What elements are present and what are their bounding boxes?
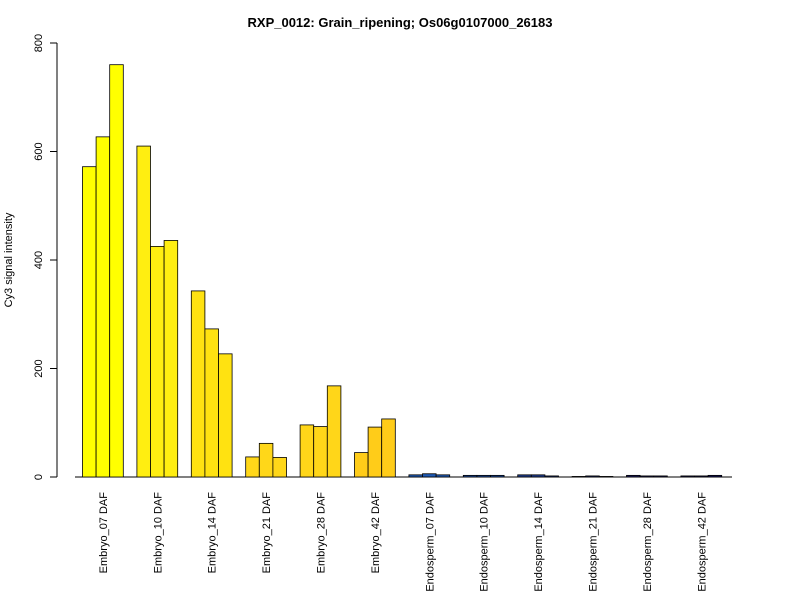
x-tick-label: Embryo_10 DAF <box>152 492 164 574</box>
bar <box>571 476 587 478</box>
bar <box>272 457 287 478</box>
x-tick-label: Embryo_14 DAF <box>207 492 219 574</box>
bar <box>136 145 151 478</box>
bar <box>422 473 437 478</box>
y-axis: 0 200 400 600 800 <box>33 34 58 480</box>
bar <box>680 475 695 478</box>
bars-group <box>82 64 723 478</box>
bar <box>544 475 559 478</box>
bar <box>517 474 532 478</box>
bar <box>694 475 709 478</box>
x-tick-label: Embryo_42 DAF <box>370 492 382 574</box>
bar <box>381 418 396 478</box>
bar <box>462 474 478 478</box>
category-labels: Embryo_07 DAF Embryo_10 DAF Embryo_14 DAF E… <box>98 492 708 592</box>
bar <box>258 442 274 478</box>
bar <box>150 246 165 478</box>
x-tick-label: Embryo_07 DAF <box>98 492 110 574</box>
y-tick-label: 600 <box>33 142 45 160</box>
x-tick-label: Endosperm_10 DAF <box>479 492 491 592</box>
bar <box>707 474 723 478</box>
bar <box>585 475 600 478</box>
bar <box>598 476 614 478</box>
x-tick-label: Endosperm_14 DAF <box>533 492 545 592</box>
chart-title: RXP_0012: Grain_ripening; Os06g0107000_2… <box>248 15 553 30</box>
bar <box>163 240 179 478</box>
bar <box>218 353 233 478</box>
y-tick-label: 200 <box>33 359 45 377</box>
x-tick-label: Embryo_28 DAF <box>316 492 328 574</box>
bar <box>626 474 641 478</box>
bar <box>245 456 260 478</box>
bar <box>639 475 655 478</box>
bar <box>367 426 383 478</box>
bar <box>95 136 111 478</box>
bar <box>530 474 546 478</box>
bar <box>299 424 315 478</box>
bar <box>326 385 342 478</box>
bar <box>476 474 491 478</box>
bar <box>490 474 505 478</box>
bar <box>109 64 124 478</box>
x-tick-label: Endosperm_21 DAF <box>588 492 600 592</box>
y-tick-label: 0 <box>33 474 45 480</box>
bar <box>435 474 451 478</box>
x-tick-label: Embryo_21 DAF <box>261 492 273 574</box>
x-tick-label: Endosperm_28 DAF <box>642 492 654 592</box>
bar <box>313 426 328 478</box>
x-tick-label: Endosperm_42 DAF <box>696 492 708 592</box>
x-tick-label: Endosperm_07 DAF <box>424 492 436 592</box>
bar <box>653 475 668 478</box>
bar <box>408 474 423 478</box>
bar <box>354 452 369 478</box>
y-axis-label: Cy3 signal intensity <box>3 212 15 307</box>
y-tick-label: 800 <box>33 34 45 52</box>
bar <box>82 166 97 478</box>
bar <box>190 290 206 478</box>
y-tick-label: 400 <box>33 251 45 269</box>
bar <box>204 328 219 478</box>
